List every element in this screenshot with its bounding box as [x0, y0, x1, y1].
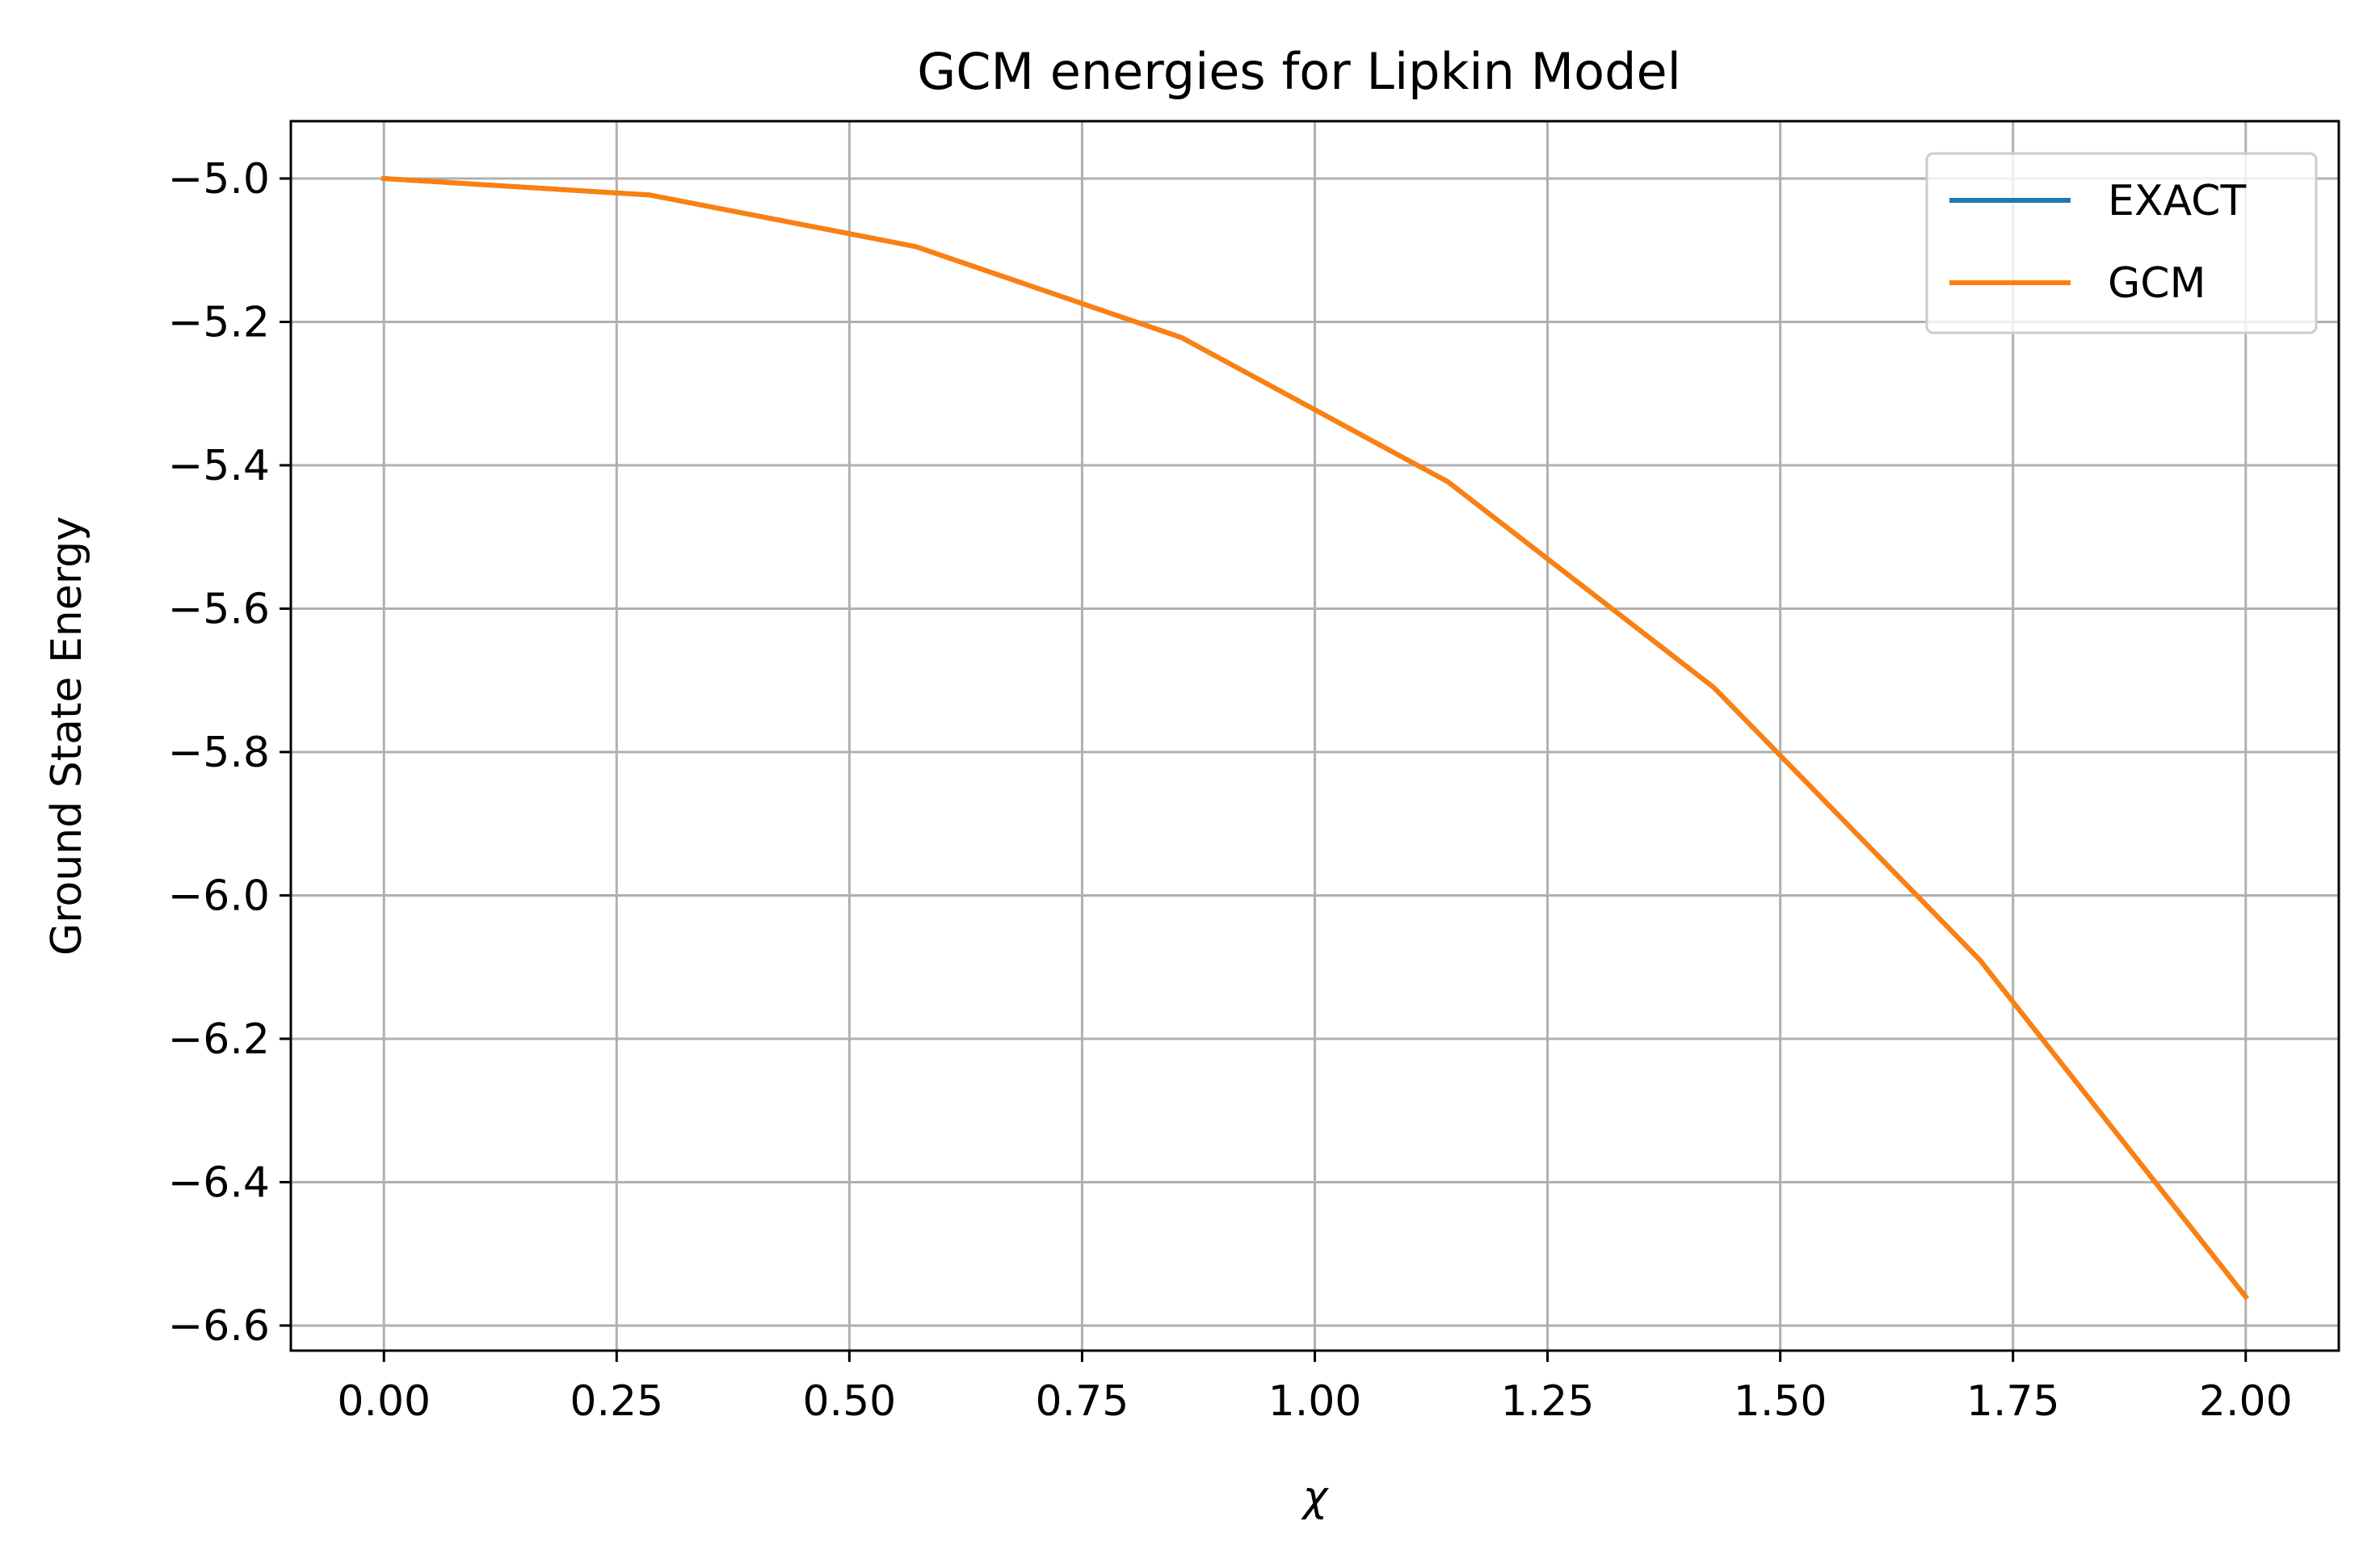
grid [291, 121, 2339, 1351]
series-line-gcm [381, 175, 2250, 1301]
x-tick-label: 0.25 [570, 1377, 663, 1426]
x-tick-label: 1.50 [1734, 1377, 1827, 1426]
y-axis-ticks: −5.0 −5.2 −5.4 −5.6 −5.8 −6.0 −6.2 −6.4 −6.6 [168, 155, 291, 1351]
x-tick-label: 1.00 [1268, 1377, 1362, 1426]
x-tick-label: 1.75 [1966, 1377, 2060, 1426]
x-axis-ticks: 0.00 0.25 0.50 0.75 1.00 1.25 1.50 1.75 2.00 [337, 1351, 2293, 1426]
y-tick-label: −5.4 [168, 442, 270, 490]
x-axis-label: χ [1301, 1473, 1330, 1521]
y-tick-label: −5.2 [168, 298, 270, 347]
legend-label-gcm: GCM [2108, 259, 2205, 308]
chart-title: GCM energies for Lipkin Model [917, 42, 1681, 101]
x-tick-label: 1.25 [1501, 1377, 1595, 1426]
y-tick-label: −5.0 [168, 155, 270, 204]
x-tick-label: 2.00 [2199, 1377, 2293, 1426]
legend-label-exact: EXACT [2108, 177, 2246, 225]
y-tick-label: −6.4 [168, 1158, 270, 1207]
y-tick-label: −5.6 [168, 585, 270, 633]
y-tick-label: −6.0 [168, 872, 270, 920]
x-tick-label: 0.50 [802, 1377, 896, 1426]
y-tick-label: −6.2 [168, 1015, 270, 1064]
y-tick-label: −6.6 [168, 1302, 270, 1351]
y-tick-label: −5.8 [168, 729, 270, 777]
x-tick-label: 0.75 [1036, 1377, 1129, 1426]
legend: EXACT GCM [1925, 152, 2318, 334]
series-lines [381, 175, 2250, 1301]
x-tick-label: 0.00 [337, 1377, 431, 1426]
y-axis-label: Ground State Energy [43, 516, 91, 956]
